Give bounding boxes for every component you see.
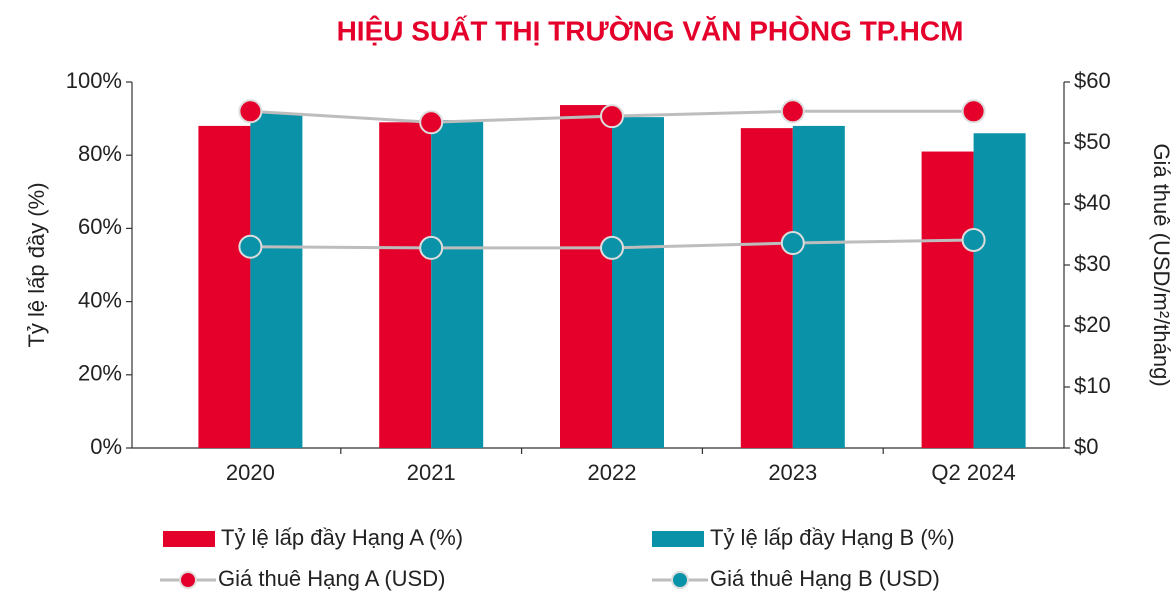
bar bbox=[431, 120, 484, 449]
bar bbox=[560, 105, 612, 449]
x-tick-label: 2020 bbox=[226, 460, 275, 485]
x-tick-label: 2021 bbox=[407, 460, 456, 485]
line-marker bbox=[961, 227, 986, 252]
y-tick-label: 60% bbox=[78, 214, 122, 239]
bar bbox=[740, 128, 793, 448]
y2-tick-label: $20 bbox=[1074, 312, 1111, 337]
y2-tick-label: $50 bbox=[1074, 129, 1111, 154]
y2-tick-label: $10 bbox=[1074, 373, 1111, 398]
bar bbox=[379, 122, 432, 448]
y2-tick-label: $40 bbox=[1074, 190, 1111, 215]
line-marker bbox=[600, 104, 624, 129]
bar bbox=[921, 151, 974, 449]
line-marker bbox=[419, 235, 444, 260]
line-marker bbox=[961, 99, 986, 124]
bar bbox=[250, 113, 303, 449]
y-tick-label: 0% bbox=[90, 434, 122, 459]
bar bbox=[198, 125, 251, 449]
legend-label: Giá thuê Hạng A (USD) bbox=[218, 566, 445, 591]
legend-swatch bbox=[163, 531, 215, 547]
legend-label: Tỷ lệ lấp đầy Hạng B (%) bbox=[710, 525, 955, 550]
y-tick-label: 40% bbox=[78, 287, 122, 312]
legend-label: Giá thuê Hạng B (USD) bbox=[710, 566, 940, 591]
bar bbox=[792, 125, 845, 449]
x-tick-label: Q2 2024 bbox=[931, 460, 1015, 485]
x-tick-label: 2022 bbox=[588, 460, 637, 485]
y-tick-label: 20% bbox=[78, 361, 122, 386]
y2-tick-label: $60 bbox=[1074, 68, 1111, 93]
legend-marker bbox=[179, 571, 197, 589]
y-axis-label: Tỷ lệ lấp đầy (%) bbox=[24, 182, 49, 347]
y-tick-label: 80% bbox=[78, 141, 122, 166]
legend-label: Tỷ lệ lấp đầy Hạng A (%) bbox=[221, 525, 463, 550]
line-marker bbox=[238, 99, 263, 124]
y2-tick-label: $0 bbox=[1074, 434, 1098, 459]
line-marker bbox=[780, 99, 805, 124]
legend-marker bbox=[671, 571, 689, 589]
line-marker bbox=[600, 235, 624, 260]
y2-tick-label: $30 bbox=[1074, 251, 1111, 276]
chart-title: HIỆU SUẤT THỊ TRƯỜNG VĂN PHÒNG TP.HCM bbox=[337, 15, 964, 46]
x-tick-label: 2023 bbox=[768, 460, 817, 485]
bar bbox=[612, 117, 664, 449]
y2-axis-label: Giá thuê (USD/m²/tháng) bbox=[1149, 143, 1174, 386]
bar bbox=[973, 133, 1026, 449]
legend-swatch bbox=[652, 531, 704, 547]
line-marker bbox=[780, 231, 805, 256]
y-tick-label: 100% bbox=[66, 68, 122, 93]
line-marker bbox=[419, 110, 444, 135]
line-marker bbox=[238, 234, 263, 259]
